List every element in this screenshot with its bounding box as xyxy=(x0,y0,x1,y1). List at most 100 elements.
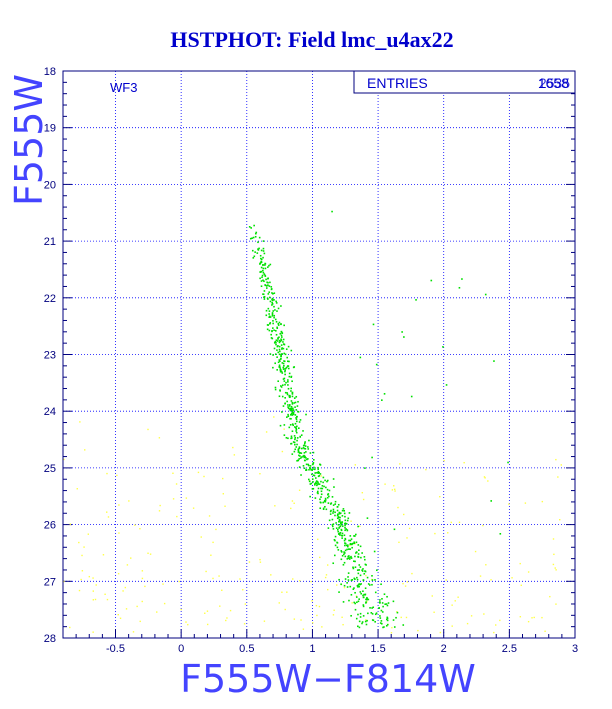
scatter-point xyxy=(312,468,314,470)
scatter-point xyxy=(379,617,382,619)
scatter-point xyxy=(163,602,166,605)
scatter-point xyxy=(362,579,365,581)
scatter-point xyxy=(94,598,97,601)
scatter-point xyxy=(273,314,276,317)
scatter-point xyxy=(336,514,339,517)
scatter-point xyxy=(206,623,209,626)
scatter-point xyxy=(281,362,284,364)
scatter-point xyxy=(269,263,272,266)
scatter-point xyxy=(349,585,352,588)
scatter-point xyxy=(278,348,281,351)
scatter-point xyxy=(275,333,278,336)
scatter-point xyxy=(344,522,346,525)
scatter-point xyxy=(260,249,263,252)
scatter-point xyxy=(357,625,359,628)
scatter-point xyxy=(342,623,344,626)
scatter-point xyxy=(203,475,205,478)
scatter-point xyxy=(260,257,262,260)
scatter-point xyxy=(297,449,300,451)
scatter-point xyxy=(291,380,293,383)
scatter-point xyxy=(343,561,346,564)
scatter-point xyxy=(272,322,274,325)
scatter-point xyxy=(259,262,261,265)
scatter-point xyxy=(340,583,342,586)
scatter-point xyxy=(139,528,141,530)
scatter-point xyxy=(392,600,395,603)
scatter-point xyxy=(280,305,282,307)
scatter-point xyxy=(362,615,365,617)
scatter-point xyxy=(292,413,295,416)
scatter-point xyxy=(385,603,388,605)
scatter-point xyxy=(176,515,178,518)
scatter-point xyxy=(95,584,97,586)
y-tick-label: 23 xyxy=(44,350,56,362)
scatter-point xyxy=(353,541,355,544)
scatter-point xyxy=(342,601,345,603)
scatter-point xyxy=(126,564,129,566)
scatter-point xyxy=(290,435,293,438)
scatter-point xyxy=(352,566,354,569)
y-tick-labels: 18 19 20 21 22 23 24 25 26 27 28 xyxy=(44,66,56,645)
scatter-point xyxy=(254,235,257,238)
scatter-point xyxy=(362,605,365,608)
scatter-point xyxy=(330,509,332,512)
scatter-point xyxy=(282,347,285,350)
scatter-point xyxy=(319,507,322,510)
scatter-point xyxy=(312,622,314,624)
scatter-point xyxy=(317,468,320,471)
scatter-point xyxy=(291,411,294,413)
scatter-point xyxy=(393,528,396,531)
scatter-point xyxy=(268,329,271,332)
x-tick-label: 0.5 xyxy=(239,643,254,655)
scatter-point xyxy=(341,616,343,619)
scatter-point xyxy=(334,500,337,503)
scatter-point xyxy=(342,563,345,566)
scatter-point xyxy=(331,518,334,521)
scatter-point xyxy=(294,422,297,425)
scatter-point xyxy=(180,608,182,611)
scatter-point xyxy=(350,579,353,582)
scatter-point xyxy=(283,424,286,426)
scatter-point xyxy=(345,528,347,530)
scatter-point xyxy=(273,299,275,301)
scatter-point xyxy=(307,458,309,460)
y-axis-label: F555W xyxy=(7,74,51,206)
scatter-point xyxy=(354,566,357,569)
scatter-point xyxy=(338,520,341,522)
scatter-point xyxy=(355,595,358,597)
scatter-point xyxy=(554,567,556,569)
y-tick-label: 28 xyxy=(44,633,56,645)
scatter-point xyxy=(278,345,281,348)
scatter-point xyxy=(272,366,274,369)
scatter-point xyxy=(260,285,263,288)
scatter-point xyxy=(310,482,313,485)
scatter-point xyxy=(379,599,381,601)
scatter-point xyxy=(324,497,327,500)
scatter-point xyxy=(283,352,286,355)
scatter-point xyxy=(264,267,267,270)
y-tick-label: 26 xyxy=(44,520,56,532)
scatter-point xyxy=(382,626,384,629)
scatter-point xyxy=(331,496,334,498)
scatter-point xyxy=(344,529,346,532)
scatter-point xyxy=(293,402,296,404)
scatter-point xyxy=(314,497,317,499)
scatter-point xyxy=(272,310,275,312)
scatter-point xyxy=(290,375,293,378)
scatter-point xyxy=(524,502,527,504)
scatter-point xyxy=(303,454,305,457)
scatter-point xyxy=(299,579,301,582)
scatter-point xyxy=(92,577,94,579)
scatter-point xyxy=(295,446,298,448)
scatter-point xyxy=(341,525,344,527)
scatter-point xyxy=(172,472,174,474)
scatter-point xyxy=(296,439,298,442)
scatter-point xyxy=(430,279,433,282)
scatter-point xyxy=(447,532,449,534)
scatter-point xyxy=(262,247,265,250)
scatter-point xyxy=(334,544,337,547)
scatter-point xyxy=(278,341,281,344)
scatter-point xyxy=(355,617,358,620)
scatter-point xyxy=(285,348,288,350)
scatter-point xyxy=(329,503,332,505)
